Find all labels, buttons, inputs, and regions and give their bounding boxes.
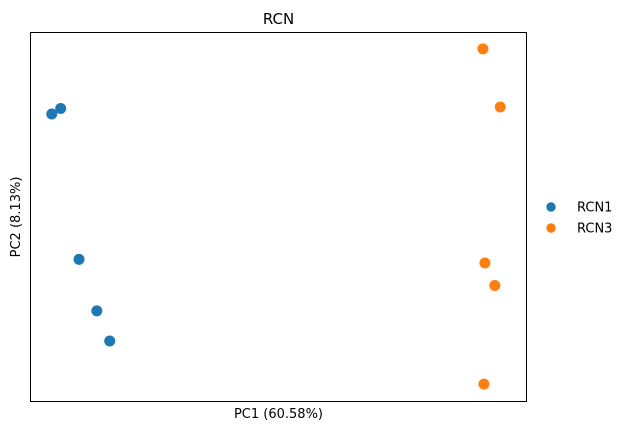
- legend-marker-rcn1: [546, 202, 556, 212]
- data-point-rcn1-2: [55, 102, 67, 114]
- data-point-rcn3-3: [479, 257, 491, 269]
- data-point-rcn3-4: [489, 279, 501, 291]
- points-layer: [46, 43, 506, 390]
- data-point-rcn3-2: [494, 101, 506, 113]
- legend-label-rcn3: RCN3: [577, 222, 612, 237]
- data-point-rcn3-1: [477, 43, 489, 55]
- data-point-rcn1-1: [46, 108, 58, 120]
- legend: RCN1 RCN3: [546, 201, 612, 237]
- legend-label-rcn1: RCN1: [577, 201, 612, 216]
- chart-title: RCN: [263, 10, 294, 28]
- data-point-rcn1-5: [104, 335, 116, 347]
- legend-marker-rcn3: [546, 223, 556, 233]
- data-point-rcn1-4: [91, 305, 103, 317]
- x-axis-label: PC1 (60.58%): [234, 407, 323, 422]
- data-point-rcn3-5: [478, 378, 490, 390]
- y-axis-label: PC2 (8.13%): [9, 177, 24, 258]
- plot-frame: [30, 32, 527, 402]
- data-point-rcn1-3: [73, 253, 85, 265]
